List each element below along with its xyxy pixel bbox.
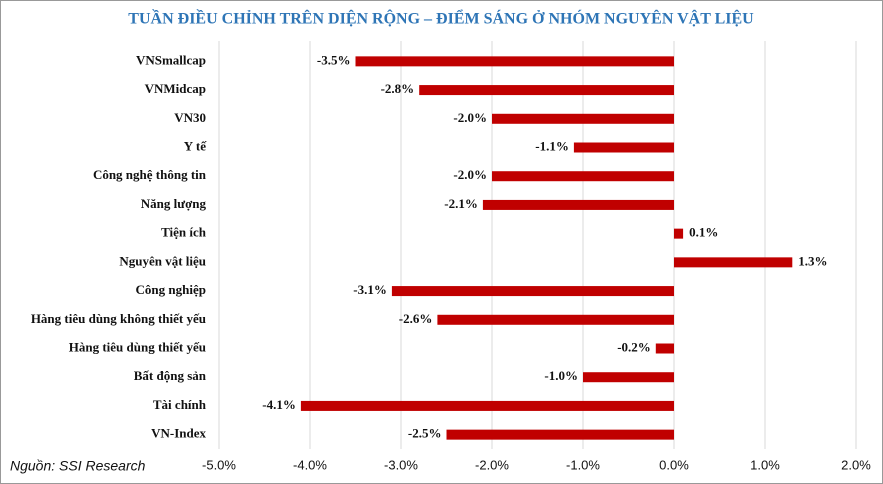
bar [391, 286, 674, 297]
y-tick-label: Y tế [184, 138, 207, 153]
data-label: -2.0% [453, 167, 487, 182]
data-label: 1.3% [798, 253, 827, 268]
data-label: -0.2% [617, 339, 651, 354]
x-tick-label: 2.0% [841, 457, 871, 472]
bar [583, 372, 674, 383]
bar [437, 314, 674, 325]
y-tick-label: VN-Index [151, 426, 206, 441]
data-label: -4.1% [262, 397, 296, 412]
y-tick-label: Năng lượng [141, 196, 207, 211]
y-tick-label: Bất động sản [134, 368, 207, 383]
y-tick-label: Tiện ích [161, 225, 207, 240]
x-tick-label: 1.0% [750, 457, 780, 472]
bar [674, 228, 684, 239]
data-label: -2.0% [453, 110, 487, 125]
y-tick-label: Hàng tiêu dùng không thiết yếu [31, 311, 206, 326]
bar [674, 257, 793, 268]
bar [446, 429, 674, 440]
bar [419, 85, 674, 96]
chart-title: TUẦN ĐIỀU CHỈNH TRÊN DIỆN RỘNG – ĐIỂM SÁ… [128, 9, 754, 28]
x-tick-label: -1.0% [566, 457, 600, 472]
y-tick-label: Nguyên vật liệu [119, 253, 206, 268]
data-label: -3.1% [353, 282, 387, 297]
x-tick-label: -4.0% [293, 457, 327, 472]
source-note: Nguồn: SSI Research [10, 458, 146, 474]
data-label: -2.5% [408, 426, 442, 441]
data-label: -1.0% [544, 368, 578, 383]
data-label: -3.5% [317, 52, 351, 67]
y-tick-label: VNSmallcap [136, 52, 206, 67]
x-tick-label: -3.0% [384, 457, 418, 472]
bar [655, 343, 674, 354]
bar [355, 56, 674, 67]
data-label: -2.1% [444, 196, 478, 211]
x-tick-label: -2.0% [475, 457, 509, 472]
bar [300, 400, 674, 411]
bar [492, 113, 674, 124]
y-tick-label: VNMidcap [145, 81, 206, 96]
bar [492, 171, 674, 182]
y-tick-label: Hàng tiêu dùng thiết yếu [69, 339, 206, 354]
data-label: -2.8% [381, 81, 415, 96]
x-tick-label: -5.0% [202, 457, 236, 472]
data-label: -1.1% [535, 138, 569, 153]
y-tick-label: Tài chính [153, 397, 207, 412]
bar [482, 199, 674, 210]
data-label: -2.6% [399, 311, 433, 326]
data-label: 0.1% [689, 225, 718, 240]
y-tick-label: VN30 [174, 110, 206, 125]
bar [573, 142, 674, 153]
x-tick-label: 0.0% [659, 457, 689, 472]
y-tick-label: Công nghệ thông tin [93, 167, 207, 182]
y-tick-label: Công nghiệp [136, 282, 206, 297]
